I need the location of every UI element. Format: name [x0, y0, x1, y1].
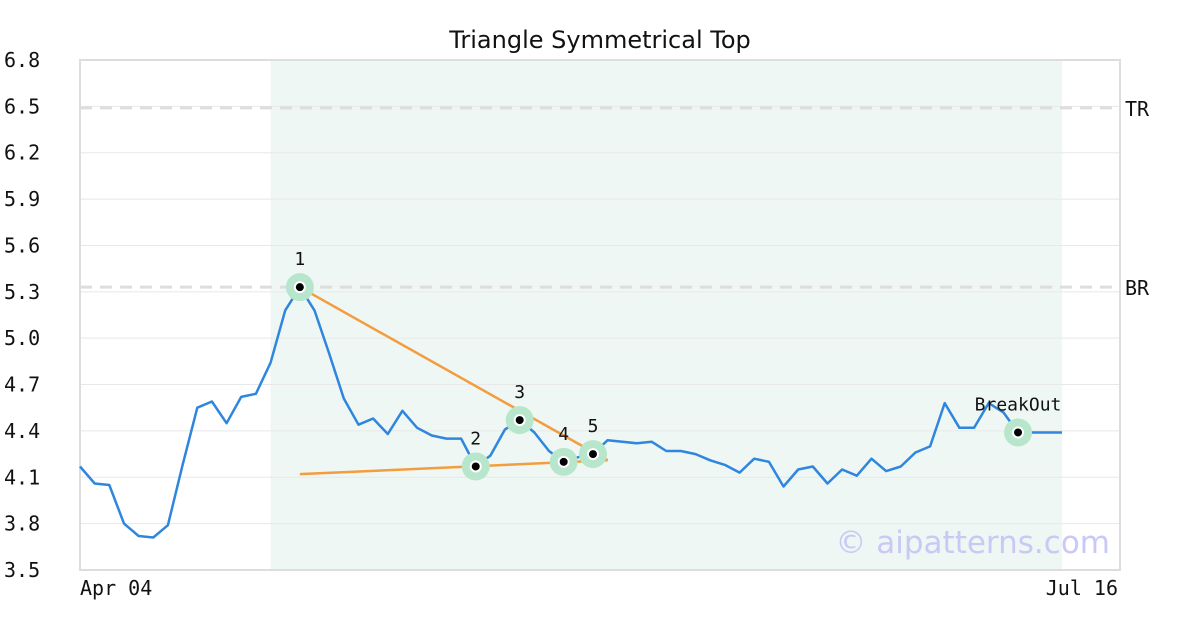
marker-dot — [559, 457, 568, 466]
pattern-label: 4 — [558, 424, 569, 445]
y-tick-label: 5.0 — [4, 326, 40, 350]
watermark: © aipatterns.com — [835, 525, 1110, 561]
y-tick-label: 6.8 — [4, 48, 40, 72]
y-tick-label: 4.1 — [4, 465, 40, 489]
reference-label: TR — [1125, 97, 1150, 121]
reference-label: BR — [1125, 276, 1150, 300]
reference-lines: TR BR — [80, 97, 1150, 300]
plot-frame — [79, 59, 1121, 571]
y-tick-label: 6.2 — [4, 141, 40, 165]
x-tick-label-end: Jul 16 — [1046, 576, 1118, 600]
x-tick-label-start: Apr 04 — [80, 576, 152, 600]
pattern-label: 1 — [294, 249, 305, 270]
pattern-label: 2 — [470, 428, 481, 449]
marker-dot — [515, 416, 524, 425]
trendline — [299, 286, 609, 462]
y-tick-label: 4.7 — [4, 373, 40, 397]
chart-title: Triangle Symmetrical Top — [448, 26, 751, 54]
pattern-label: 5 — [588, 416, 599, 437]
y-tick-label: 6.5 — [4, 94, 40, 118]
y-tick-label: 5.9 — [4, 187, 40, 211]
marker-dot — [1014, 428, 1023, 437]
y-tick-label: 5.6 — [4, 233, 40, 257]
pattern-point: 1 — [285, 249, 314, 302]
pattern-label: 3 — [514, 382, 525, 403]
y-tick-label: 5.3 — [4, 280, 40, 304]
marker-dot — [295, 283, 304, 292]
y-tick-label: 4.4 — [4, 419, 40, 443]
pattern-point: 5 — [578, 416, 607, 469]
pattern-label: BreakOut — [975, 394, 1062, 415]
pattern-point: 4 — [549, 424, 578, 476]
pattern-region — [270, 60, 1062, 570]
y-tick-label: 3.8 — [4, 512, 40, 536]
marker-dot — [588, 450, 597, 459]
y-tick-label: 3.5 — [4, 558, 40, 582]
pattern-point: BreakOut — [975, 394, 1062, 447]
y-axis: 3.5 3.8 4.1 4.4 4.7 5.0 5.3 5.6 5.9 6.2 6.5 6.8 — [4, 48, 40, 582]
marker-dot — [471, 462, 480, 471]
pattern-point: 3 — [505, 382, 534, 435]
pattern-markers: 1 2 3 4 5 BreakOut — [285, 249, 1062, 481]
pattern-point: 2 — [461, 428, 490, 481]
